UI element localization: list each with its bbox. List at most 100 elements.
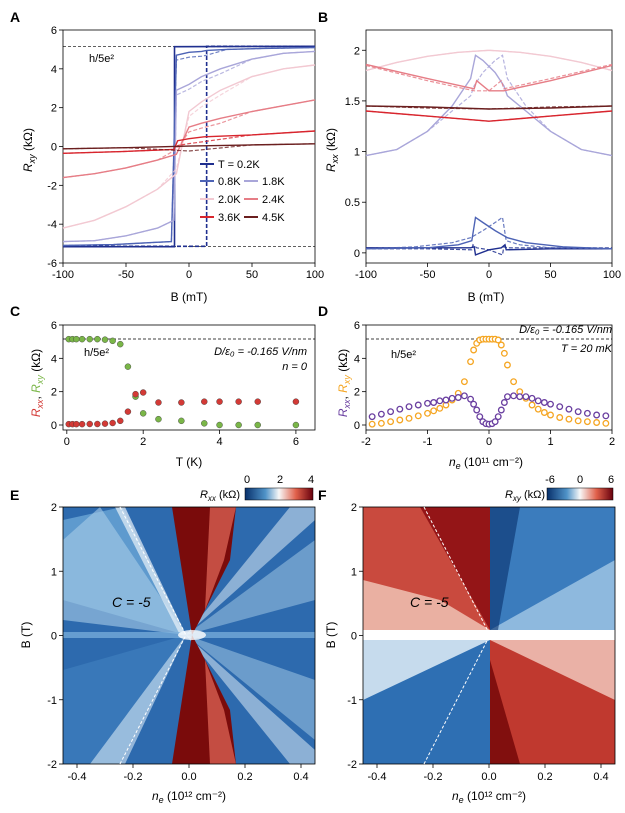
data-point <box>460 378 468 386</box>
y-tick-label: 0 <box>354 420 360 432</box>
data-point <box>155 399 162 406</box>
x-tick-label: -100 <box>52 269 74 281</box>
panel-c-hline-label: h/5e² <box>84 347 109 359</box>
panel-b-xlabel: B (mT) <box>468 290 505 304</box>
x-tick-label: 4 <box>216 436 222 448</box>
legend-label: 2.0K <box>218 194 241 206</box>
panel-a-ylabel: Rxy (kΩ) <box>21 128 37 172</box>
data-point <box>86 335 93 343</box>
x-tick-label: -0.2 <box>124 771 143 783</box>
panel-letter-f: F <box>318 487 327 503</box>
series-line <box>365 216 613 250</box>
data-point <box>442 396 450 404</box>
data-point <box>504 361 511 369</box>
y-tick-label: 0 <box>51 420 57 432</box>
panel-e-ylabel: B (T) <box>19 622 33 649</box>
data-point <box>139 410 147 417</box>
data-point <box>574 417 582 425</box>
x-tick-label: -2 <box>361 436 371 448</box>
data-point <box>470 346 478 354</box>
data-point <box>454 394 462 401</box>
data-point <box>254 421 261 429</box>
data-point <box>387 418 395 426</box>
data-point <box>583 418 591 426</box>
data-point <box>94 420 101 428</box>
panel-e-xlabel: ne (10¹² cm⁻²) <box>152 789 226 805</box>
data-point <box>602 412 610 420</box>
panel-e: C = -5 Rxx (kΩ) 0 2 4 B (T) ne (10¹² cm⁻… <box>19 474 316 805</box>
data-point <box>534 405 542 413</box>
data-point <box>139 389 147 396</box>
panel-f: C = -5 Rxy (kΩ) -6 0 6 B (T) ne (10¹² cm… <box>324 474 616 805</box>
panel-f-xlabel: ne (10¹² cm⁻²) <box>452 789 526 805</box>
panel-letter-e: E <box>10 487 19 503</box>
data-point <box>556 414 564 421</box>
series-line <box>62 130 316 154</box>
data-point <box>155 415 162 423</box>
series-line-dashed <box>365 110 613 122</box>
x-tick-label: 0.0 <box>181 771 196 783</box>
y-tick-label: 0 <box>51 142 57 154</box>
y-tick-label: 0 <box>51 631 57 643</box>
series-line-dashed <box>62 64 316 229</box>
x-tick-label: 100 <box>306 269 324 281</box>
series-line-dashed <box>62 50 316 243</box>
data-point <box>510 392 518 400</box>
data-point <box>602 419 610 427</box>
x-tick-label: 2 <box>609 436 615 448</box>
data-point <box>178 399 185 406</box>
panel-letter-a: A <box>10 9 20 25</box>
x-tick-label: 0.2 <box>237 771 252 783</box>
panel-c: 0 2 4 6 0 2 4 6 <box>51 320 316 448</box>
y-tick-label: 2 <box>351 502 357 514</box>
panel-e-colorbar <box>244 487 314 501</box>
panel-f-annotation: C = -5 <box>410 594 449 610</box>
data-point <box>117 340 124 348</box>
x-tick-label: -100 <box>355 269 377 281</box>
y-tick-label: 1 <box>51 566 57 578</box>
series-line-dashed <box>62 130 316 154</box>
panel-b-ylabel: Rxx (kΩ) <box>324 128 340 172</box>
data-point <box>216 398 223 405</box>
panel-e-dashed-line-lower <box>119 634 187 765</box>
panel-c-ylabel: Rxx, Rxy (kΩ) <box>29 349 45 417</box>
series-line-dashed <box>365 54 613 157</box>
data-point <box>73 420 80 428</box>
y-tick-label: 4 <box>51 64 57 76</box>
data-point <box>473 406 481 414</box>
data-point <box>574 408 582 416</box>
panel-d-ylabel: Rxx, Rxy (kΩ) <box>336 349 352 417</box>
series-line-dashed <box>62 46 316 247</box>
y-tick-label: -6 <box>47 258 57 270</box>
y-tick-label: 1 <box>351 566 357 578</box>
data-point <box>565 415 573 423</box>
y-tick-label: -4 <box>47 219 57 231</box>
data-point <box>235 421 242 429</box>
data-point <box>540 399 548 406</box>
data-point <box>448 394 456 402</box>
panel-a-hline-label: h/5e² <box>89 53 114 65</box>
panel-a-xlabel: B (mT) <box>171 290 208 304</box>
series-line <box>365 54 613 157</box>
series-line-dashed <box>365 105 613 110</box>
x-tick-label: 100 <box>603 269 621 281</box>
data-point <box>368 420 376 428</box>
panel-d-hline-label: h/5e² <box>391 349 416 361</box>
legend-label: 1.8K <box>262 176 285 188</box>
series-line-dashed <box>366 243 612 256</box>
data-point <box>414 401 422 409</box>
y-tick-label: 6 <box>354 320 360 332</box>
x-tick-label: 1 <box>547 436 553 448</box>
x-tick-label: 0 <box>486 436 492 448</box>
data-point <box>528 401 536 409</box>
data-point <box>540 409 548 416</box>
data-point <box>201 420 208 427</box>
data-point <box>117 417 124 425</box>
panel-letter-b: B <box>318 9 328 25</box>
panel-a-legend: T = 0.2K 0.8K 1.8K 2.0K 2.4K 3.6K 4.5K <box>200 159 285 224</box>
data-point <box>522 393 530 401</box>
x-tick-label: 0 <box>486 269 492 281</box>
data-point <box>101 336 109 343</box>
panel-e-cbar-tick: 2 <box>277 474 283 486</box>
